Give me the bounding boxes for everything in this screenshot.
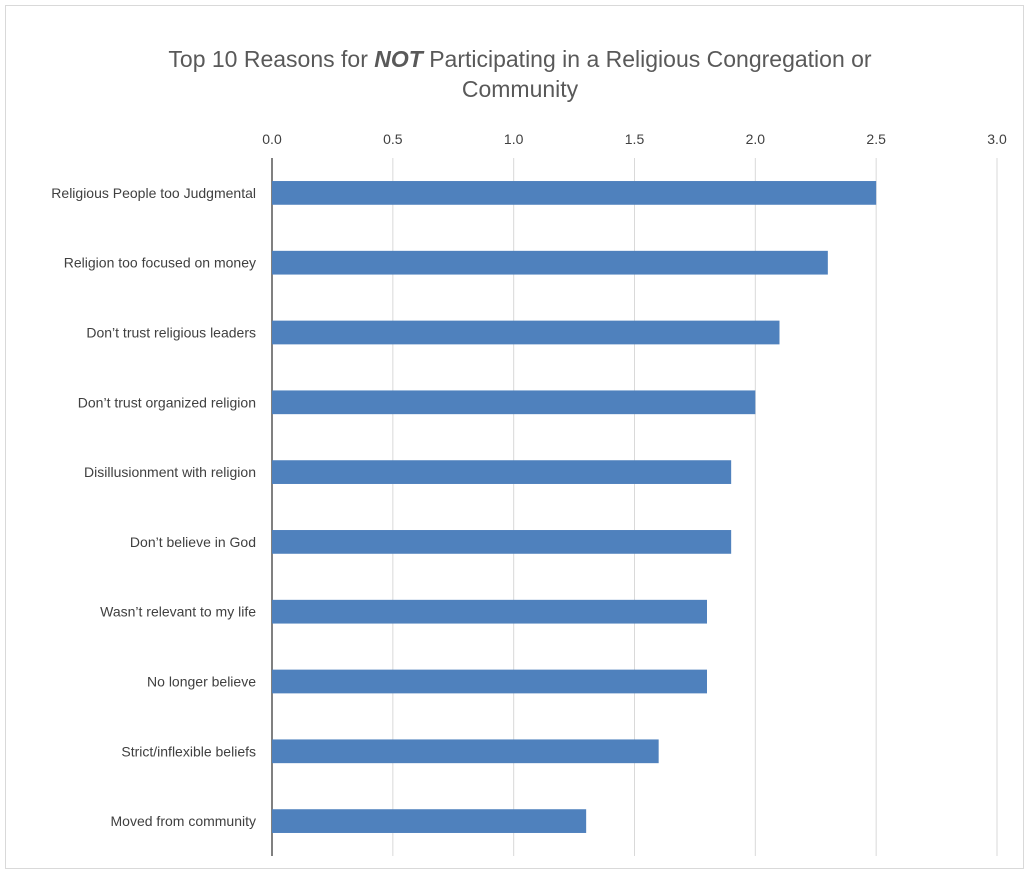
bars [272,181,877,833]
category-label: Religion too focused on money [64,255,256,271]
x-tick-label: 1.5 [625,131,645,147]
bar [272,739,659,764]
bar [272,181,877,205]
category-label: Religious People too Judgmental [51,185,256,201]
category-label: Disillusionment with religion [84,464,256,480]
bar [272,390,756,415]
category-label: Wasn’t relevant to my life [100,604,256,620]
category-label: Moved from community [111,813,256,829]
x-tick-label: 2.0 [746,131,766,147]
bar [272,250,828,275]
x-tick-label: 2.5 [866,131,886,147]
x-tick-label: 3.0 [987,131,1007,147]
bar [272,320,780,345]
category-label: No longer believe [147,674,256,690]
bar [272,530,732,554]
category-label: Don’t trust religious leaders [86,325,256,341]
chart-title-prefix: Top 10 Reasons for [168,46,375,72]
chart-title-suffix: Participating in a Religious Congregatio… [422,46,872,102]
chart-area [5,5,1024,869]
category-label: Don’t believe in God [130,534,256,550]
chart-title: Top 10 Reasons for NOT Participating in … [120,44,920,104]
x-tick-label: 0.0 [262,131,282,147]
bar [272,669,707,694]
bar [272,809,587,833]
category-axis: Religious People too Judgmental Religion … [51,185,256,829]
bar [272,460,732,484]
x-tick-label: 0.5 [383,131,403,147]
category-label: Don’t trust organized religion [78,394,256,410]
x-tick-label: 1.0 [504,131,524,147]
category-label: Strict/inflexible beliefs [121,743,256,759]
chart-title-emphasis: NOT [374,46,423,72]
bar [272,599,707,624]
